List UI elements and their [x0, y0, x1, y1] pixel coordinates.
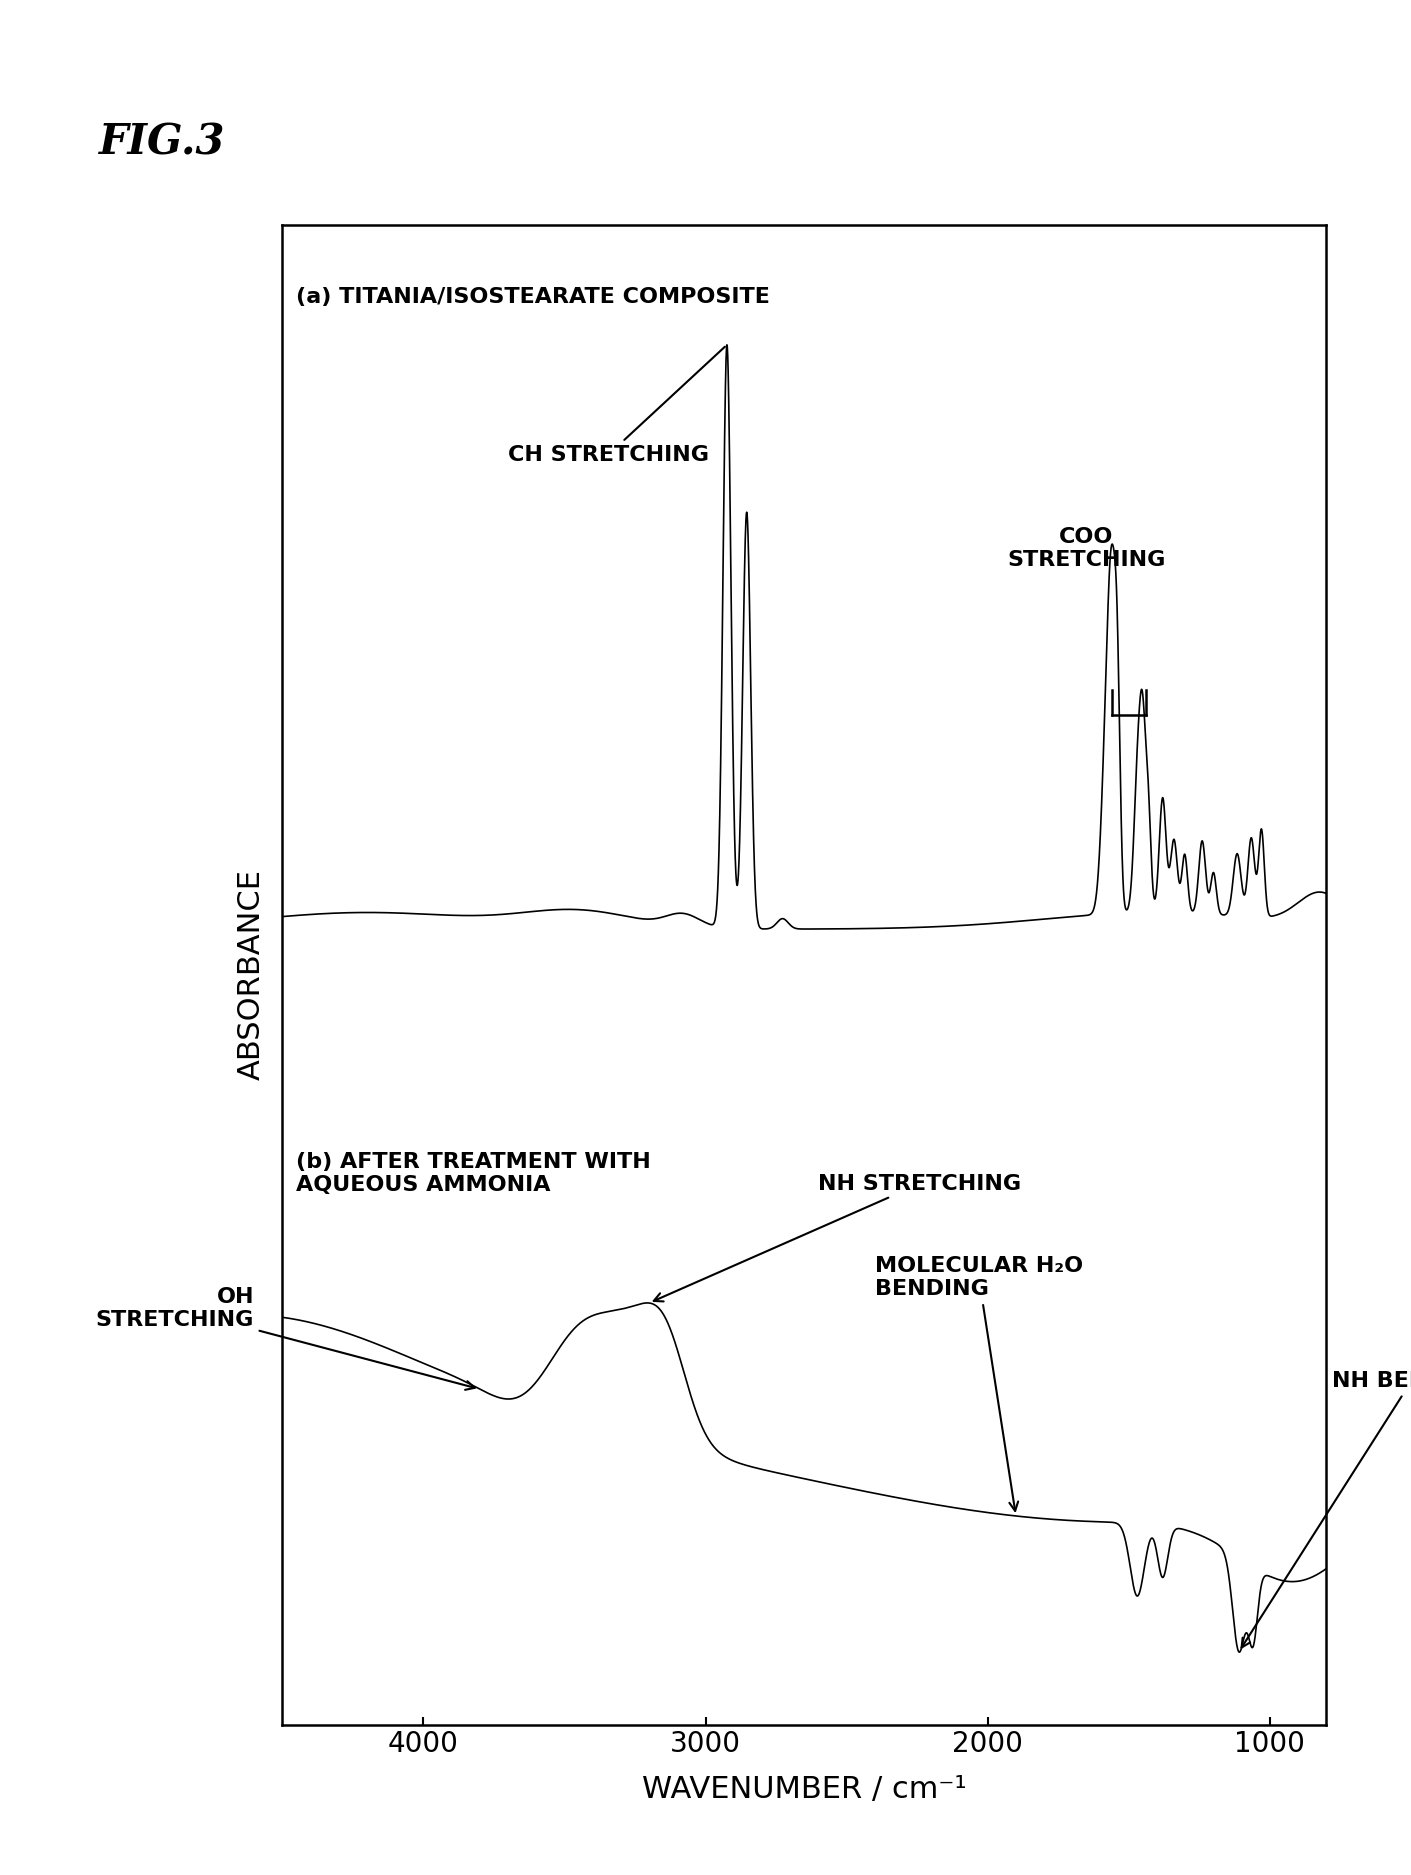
Text: COO
STRETCHING: COO STRETCHING: [1007, 527, 1165, 570]
Text: CH STRETCHING: CH STRETCHING: [508, 347, 725, 465]
Text: NH BENDING: NH BENDING: [1242, 1371, 1411, 1648]
Text: MOLECULAR H₂O
BENDING: MOLECULAR H₂O BENDING: [875, 1256, 1084, 1511]
X-axis label: WAVENUMBER / cm⁻¹: WAVENUMBER / cm⁻¹: [642, 1774, 967, 1804]
Text: NH STRETCHING: NH STRETCHING: [653, 1174, 1022, 1301]
Y-axis label: ABSORBANCE: ABSORBANCE: [237, 870, 265, 1080]
Text: (b) AFTER TREATMENT WITH
AQUEOUS AMMONIA: (b) AFTER TREATMENT WITH AQUEOUS AMMONIA: [296, 1151, 650, 1194]
Text: (a) TITANIA/ISOSTEARATE COMPOSITE: (a) TITANIA/ISOSTEARATE COMPOSITE: [296, 287, 770, 308]
Text: OH
STRETCHING: OH STRETCHING: [96, 1286, 476, 1389]
Text: FIG.3: FIG.3: [99, 122, 226, 163]
